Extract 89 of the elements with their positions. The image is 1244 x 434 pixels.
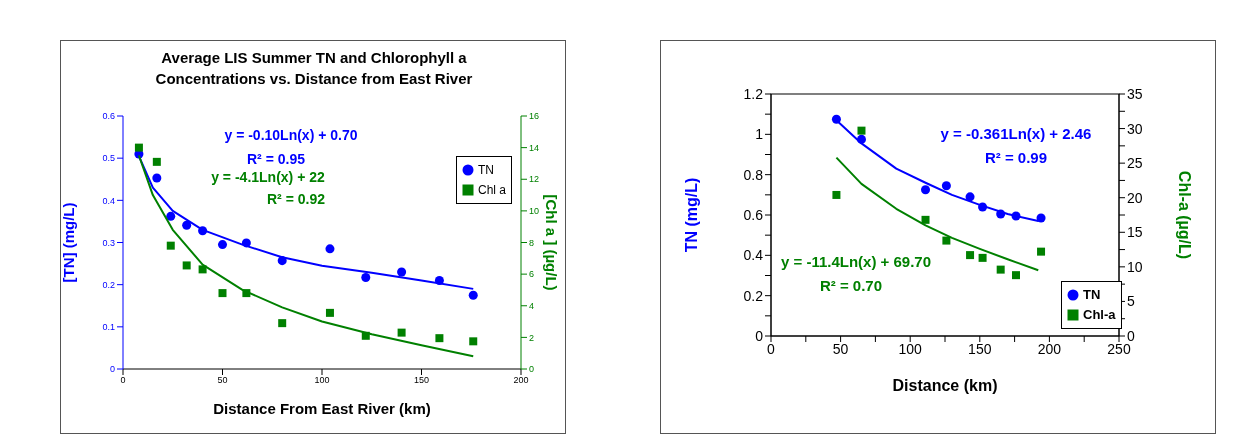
x-tick-label: 150 [413, 375, 430, 386]
y-tick-label: 0.5 [102, 153, 115, 164]
point [1011, 271, 1020, 280]
y2-tick-label: 25 [1127, 155, 1143, 172]
y2-tick-label: 4 [529, 300, 535, 311]
y2-tick-label: 16 [529, 111, 540, 122]
y-tick-label: 0 [109, 364, 115, 375]
point [966, 251, 975, 260]
point [217, 240, 228, 250]
y2-tick-label: 20 [1127, 189, 1143, 206]
chart-title: Average LIS Summer TN and Chlorophyll a Concentrations vs. Distance from East River [154, 48, 474, 89]
point [182, 220, 192, 230]
point [468, 290, 478, 300]
x-tick-label: 50 [217, 375, 228, 386]
legend-label: TN [1083, 286, 1101, 304]
x-tick-label: 150 [968, 340, 992, 357]
annotation: R² = 0.95 [246, 151, 306, 167]
x-tick-label: 200 [1037, 340, 1062, 357]
point [218, 289, 227, 298]
annotation: y = -4.1Ln(x) + 22 [210, 169, 326, 185]
annotation: R² = 0.99 [984, 149, 1048, 166]
point [832, 190, 841, 199]
x-tick-label: 100 [314, 375, 330, 386]
y2-tick-label: 15 [1127, 224, 1143, 241]
point [166, 241, 175, 250]
point [152, 173, 162, 183]
point [325, 244, 335, 254]
y2-tick-label: 12 [529, 174, 540, 185]
annotation: R² = 0.70 [819, 277, 883, 294]
y-tick-label: 0.6 [743, 206, 764, 223]
x-tick-label: 100 [898, 340, 923, 357]
point [1037, 247, 1046, 256]
x-axis-title: Distance From East River (km) [213, 400, 431, 417]
y2-tick-label: 14 [529, 142, 540, 153]
y-axis-title: TN (mg/L) [682, 177, 700, 253]
y2-tick-label: 10 [1127, 258, 1143, 275]
point [996, 265, 1005, 274]
y2-tick-label: 30 [1127, 120, 1143, 137]
y-tick-label: 1 [755, 126, 764, 143]
y-tick-label: 0.4 [102, 195, 115, 206]
y2-tick-label: 5 [1127, 293, 1135, 310]
y2-tick-label: 6 [529, 269, 535, 280]
y-tick-label: 0.2 [743, 287, 764, 304]
y-tick-label: 0.8 [743, 166, 764, 183]
x-tick-label: 200 [513, 375, 529, 386]
point [182, 261, 191, 270]
y2-tick-label: 8 [529, 237, 535, 248]
y2-tick-label: 2 [529, 332, 535, 343]
y-axis-title: [TN] (mg/L) [60, 202, 78, 283]
point [942, 236, 951, 245]
point [978, 253, 987, 262]
y-tick-label: 1.2 [743, 85, 764, 102]
y-tick-label: 0.6 [102, 111, 115, 122]
x-tick-label: 0 [767, 340, 776, 357]
legend-label: TN [478, 162, 494, 179]
legend-label: Chl a [478, 182, 507, 199]
x-axis-title: Distance (km) [892, 377, 998, 394]
y-tick-label: 0.3 [102, 237, 115, 248]
legend-label: Chl-a [1083, 306, 1116, 324]
point [941, 181, 951, 191]
point [1036, 213, 1046, 223]
point [278, 319, 287, 328]
x-tick-label: 0 [120, 375, 126, 386]
y-tick-label: 0.1 [102, 322, 115, 333]
y2-tick-label: 10 [529, 206, 540, 217]
point [921, 185, 931, 195]
annotation: y = -11.4Ln(x) + 69.70 [780, 253, 932, 270]
point [435, 334, 444, 343]
point [361, 272, 371, 282]
x-tick-label: 50 [832, 340, 849, 357]
point [152, 157, 161, 166]
point [397, 328, 406, 337]
y-tick-label: 0.2 [102, 279, 115, 290]
point [469, 337, 478, 346]
point [397, 267, 407, 277]
y-tick-label: 0.4 [743, 247, 764, 264]
point [921, 215, 930, 224]
point [166, 211, 176, 221]
y2-tick-label: 0 [529, 364, 535, 375]
point [134, 143, 143, 152]
y2-axis-title: [Chl a ] (µg/L) [542, 194, 560, 291]
annotation: y = -0.10Ln(x) + 0.70 [223, 127, 359, 143]
point [857, 126, 866, 135]
y2-tick-label: 35 [1127, 85, 1143, 102]
y-tick-label: 0 [755, 327, 764, 344]
point [325, 308, 334, 317]
y2-axis-title: Chl-a (µg/L) [1176, 170, 1194, 260]
annotation: y = -0.361Ln(x) + 2.46 [940, 125, 1092, 142]
annotation: R² = 0.92 [266, 191, 326, 207]
